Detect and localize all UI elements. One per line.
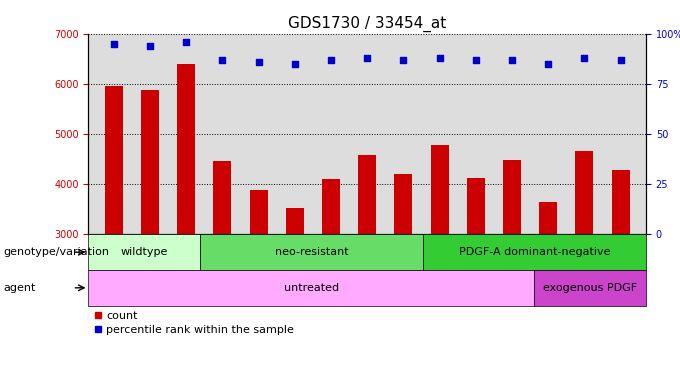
Text: genotype/variation: genotype/variation: [3, 247, 109, 257]
Point: [579, 55, 590, 61]
Bar: [141, 90, 159, 234]
Title: GDS1730 / 33454_at: GDS1730 / 33454_at: [288, 16, 446, 32]
Bar: [423, 234, 646, 270]
Bar: [200, 234, 423, 270]
Point: [326, 57, 337, 63]
Point: [398, 57, 409, 63]
Point: [108, 41, 119, 47]
Bar: [88, 234, 200, 270]
Bar: [394, 174, 413, 234]
Point: [253, 59, 264, 65]
Legend: count, percentile rank within the sample: count, percentile rank within the sample: [94, 311, 294, 334]
Text: neo-resistant: neo-resistant: [275, 247, 348, 257]
Bar: [534, 270, 646, 306]
Bar: [105, 86, 123, 234]
Bar: [214, 161, 231, 234]
Point: [290, 61, 301, 67]
Point: [434, 55, 445, 61]
Bar: [539, 202, 558, 234]
Text: exogenous PDGF: exogenous PDGF: [543, 283, 637, 293]
Point: [217, 57, 228, 63]
Point: [543, 61, 554, 67]
Point: [362, 55, 373, 61]
Point: [615, 57, 626, 63]
Text: wildtype: wildtype: [120, 247, 168, 257]
Bar: [322, 179, 340, 234]
Bar: [250, 190, 268, 234]
Bar: [88, 270, 534, 306]
Bar: [430, 145, 449, 234]
Point: [145, 43, 156, 49]
Bar: [286, 208, 304, 234]
Text: untreated: untreated: [284, 283, 339, 293]
Bar: [466, 178, 485, 234]
Bar: [611, 170, 630, 234]
Text: agent: agent: [3, 283, 36, 293]
Bar: [575, 151, 594, 234]
Point: [507, 57, 517, 63]
Bar: [177, 64, 195, 234]
Text: PDGF-A dominant-negative: PDGF-A dominant-negative: [459, 247, 610, 257]
Bar: [358, 155, 376, 234]
Point: [471, 57, 481, 63]
Bar: [503, 160, 521, 234]
Point: [181, 39, 192, 45]
